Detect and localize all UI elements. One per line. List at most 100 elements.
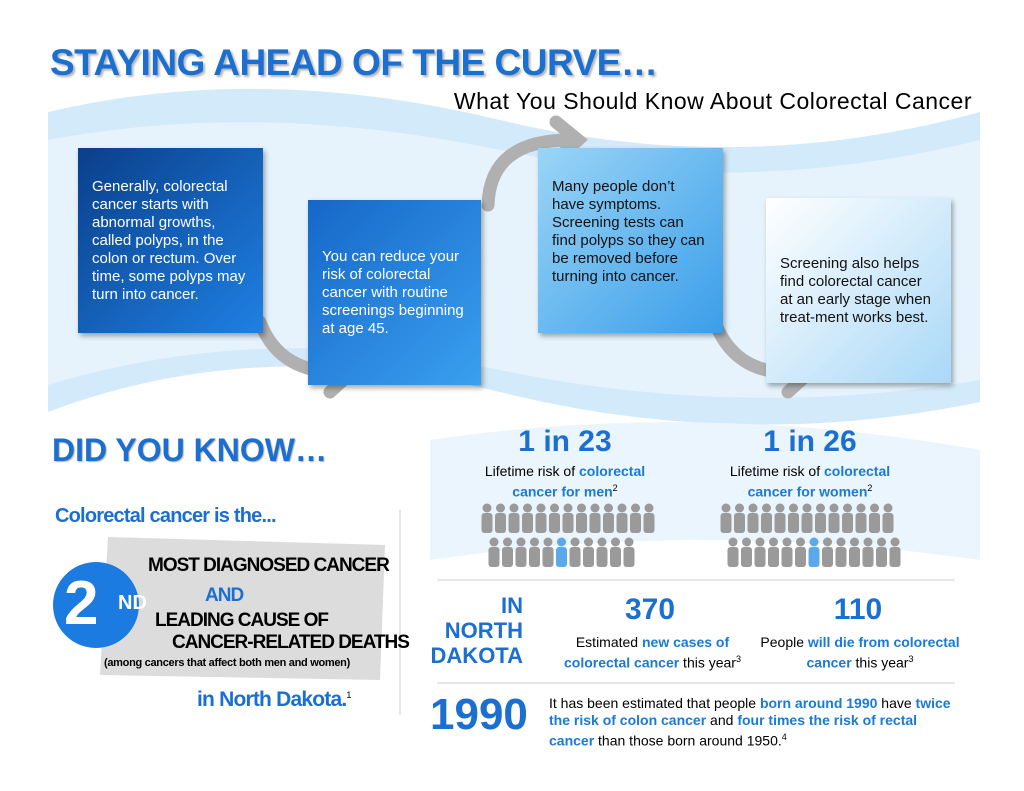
text: and	[706, 712, 738, 728]
person-body	[842, 513, 853, 533]
person-head	[735, 503, 744, 513]
people-icons	[481, 503, 901, 567]
person-head	[742, 537, 751, 547]
person-head	[870, 503, 879, 513]
footnote: 3	[735, 654, 741, 664]
person-body	[741, 547, 752, 567]
person-head	[496, 503, 505, 513]
text: People	[760, 634, 808, 650]
person-head	[816, 503, 825, 513]
footnote: 2	[612, 483, 618, 493]
person-head	[543, 537, 553, 547]
person-head	[617, 503, 627, 513]
person-body	[822, 547, 833, 567]
step-text: Generally, colorectal cancer starts with…	[92, 177, 246, 303]
person-head	[890, 537, 900, 547]
person-head	[762, 503, 771, 513]
person-body	[761, 513, 772, 533]
person-head	[782, 537, 792, 547]
text: Lifetime risk of	[484, 463, 579, 479]
person-head	[843, 503, 852, 513]
person-body	[862, 547, 874, 567]
person-body	[815, 513, 826, 533]
highlight-text: four times the risk of rectal cancer	[549, 712, 918, 749]
stat: 1 in 23	[518, 425, 612, 458]
person-head	[550, 503, 559, 513]
person-head	[597, 537, 607, 547]
highlight-text: twice the risk of colon cancer	[549, 695, 951, 728]
person-head	[877, 537, 886, 547]
fact-note: (among cancers that affect both men and …	[104, 657, 350, 669]
title: STAYING AHEAD OF THE CURVE…	[50, 42, 658, 83]
person-body	[643, 513, 655, 533]
arrow	[481, 133, 577, 212]
person-body	[869, 513, 880, 533]
stat: 110	[833, 593, 883, 626]
person-head	[611, 537, 620, 547]
person-head	[631, 503, 640, 513]
person-head	[836, 537, 846, 547]
person-body	[596, 547, 608, 567]
person-head	[557, 537, 566, 547]
text: this year	[851, 654, 909, 671]
person-head	[523, 503, 532, 513]
step-text: Screening also helps find colorectal can…	[780, 254, 931, 326]
step-text: Many people don’t have symptoms. Screeni…	[552, 178, 705, 285]
person-body	[542, 547, 554, 567]
person-head	[728, 537, 738, 547]
person-head	[590, 503, 600, 513]
person-body	[889, 547, 901, 567]
person-head	[769, 537, 778, 547]
person-body	[508, 513, 520, 533]
person-body	[754, 547, 766, 567]
person-body	[734, 513, 745, 533]
person-head	[563, 503, 573, 513]
highlight-text: born around 1990	[759, 695, 878, 711]
highlight-text: colorectal cancer for men	[512, 463, 646, 500]
person-head	[584, 537, 593, 547]
person-head	[856, 503, 866, 513]
step-box: Many people don’t have symptoms. Screeni…	[538, 148, 723, 333]
stat-description: People will die from colorectal cancer t…	[755, 634, 965, 672]
step-box: Screening also helps find colorectal can…	[766, 198, 951, 383]
fact-line: LEADING CAUSE OF	[155, 610, 329, 631]
person-body	[795, 547, 806, 567]
rank: 2	[64, 569, 99, 638]
person-head	[883, 503, 893, 513]
rank-circle	[53, 562, 139, 648]
person-head	[829, 503, 839, 513]
region-line: NORTH	[444, 618, 523, 643]
person-head	[748, 503, 758, 513]
stat: 370	[624, 593, 676, 626]
footnote: 2	[867, 483, 873, 493]
subtitle: What You Should Know About Colorectal Ca…	[453, 88, 972, 114]
person-body	[610, 547, 621, 567]
person-head	[530, 537, 539, 547]
person-body	[589, 513, 601, 533]
person-head	[802, 503, 812, 513]
stat-description: Estimated new cases of colorectal cancer…	[545, 634, 760, 672]
person-body	[828, 513, 840, 533]
stat-description: Lifetime risk of colorectal cancer for w…	[710, 463, 910, 501]
person-body	[630, 513, 641, 533]
text: have	[877, 695, 916, 711]
person-head	[604, 503, 613, 513]
person-head	[577, 503, 586, 513]
person-body	[747, 513, 759, 533]
section-title: DID YOU KNOW…	[52, 432, 327, 468]
wave-highlight	[48, 122, 980, 398]
person-body	[603, 513, 614, 533]
person-head	[509, 503, 519, 513]
year-description: It has been estimated that people born a…	[549, 695, 964, 750]
step-box: You can reduce your risk of colorectal c…	[308, 200, 481, 385]
person-head	[823, 537, 832, 547]
location-text: in North Dakota.	[197, 688, 347, 711]
year-stat: 1990	[430, 690, 528, 739]
stat: 1 in 26	[763, 425, 857, 458]
person-head	[570, 537, 580, 547]
person-head	[755, 537, 765, 547]
person-body	[562, 513, 574, 533]
person-body	[481, 513, 493, 533]
